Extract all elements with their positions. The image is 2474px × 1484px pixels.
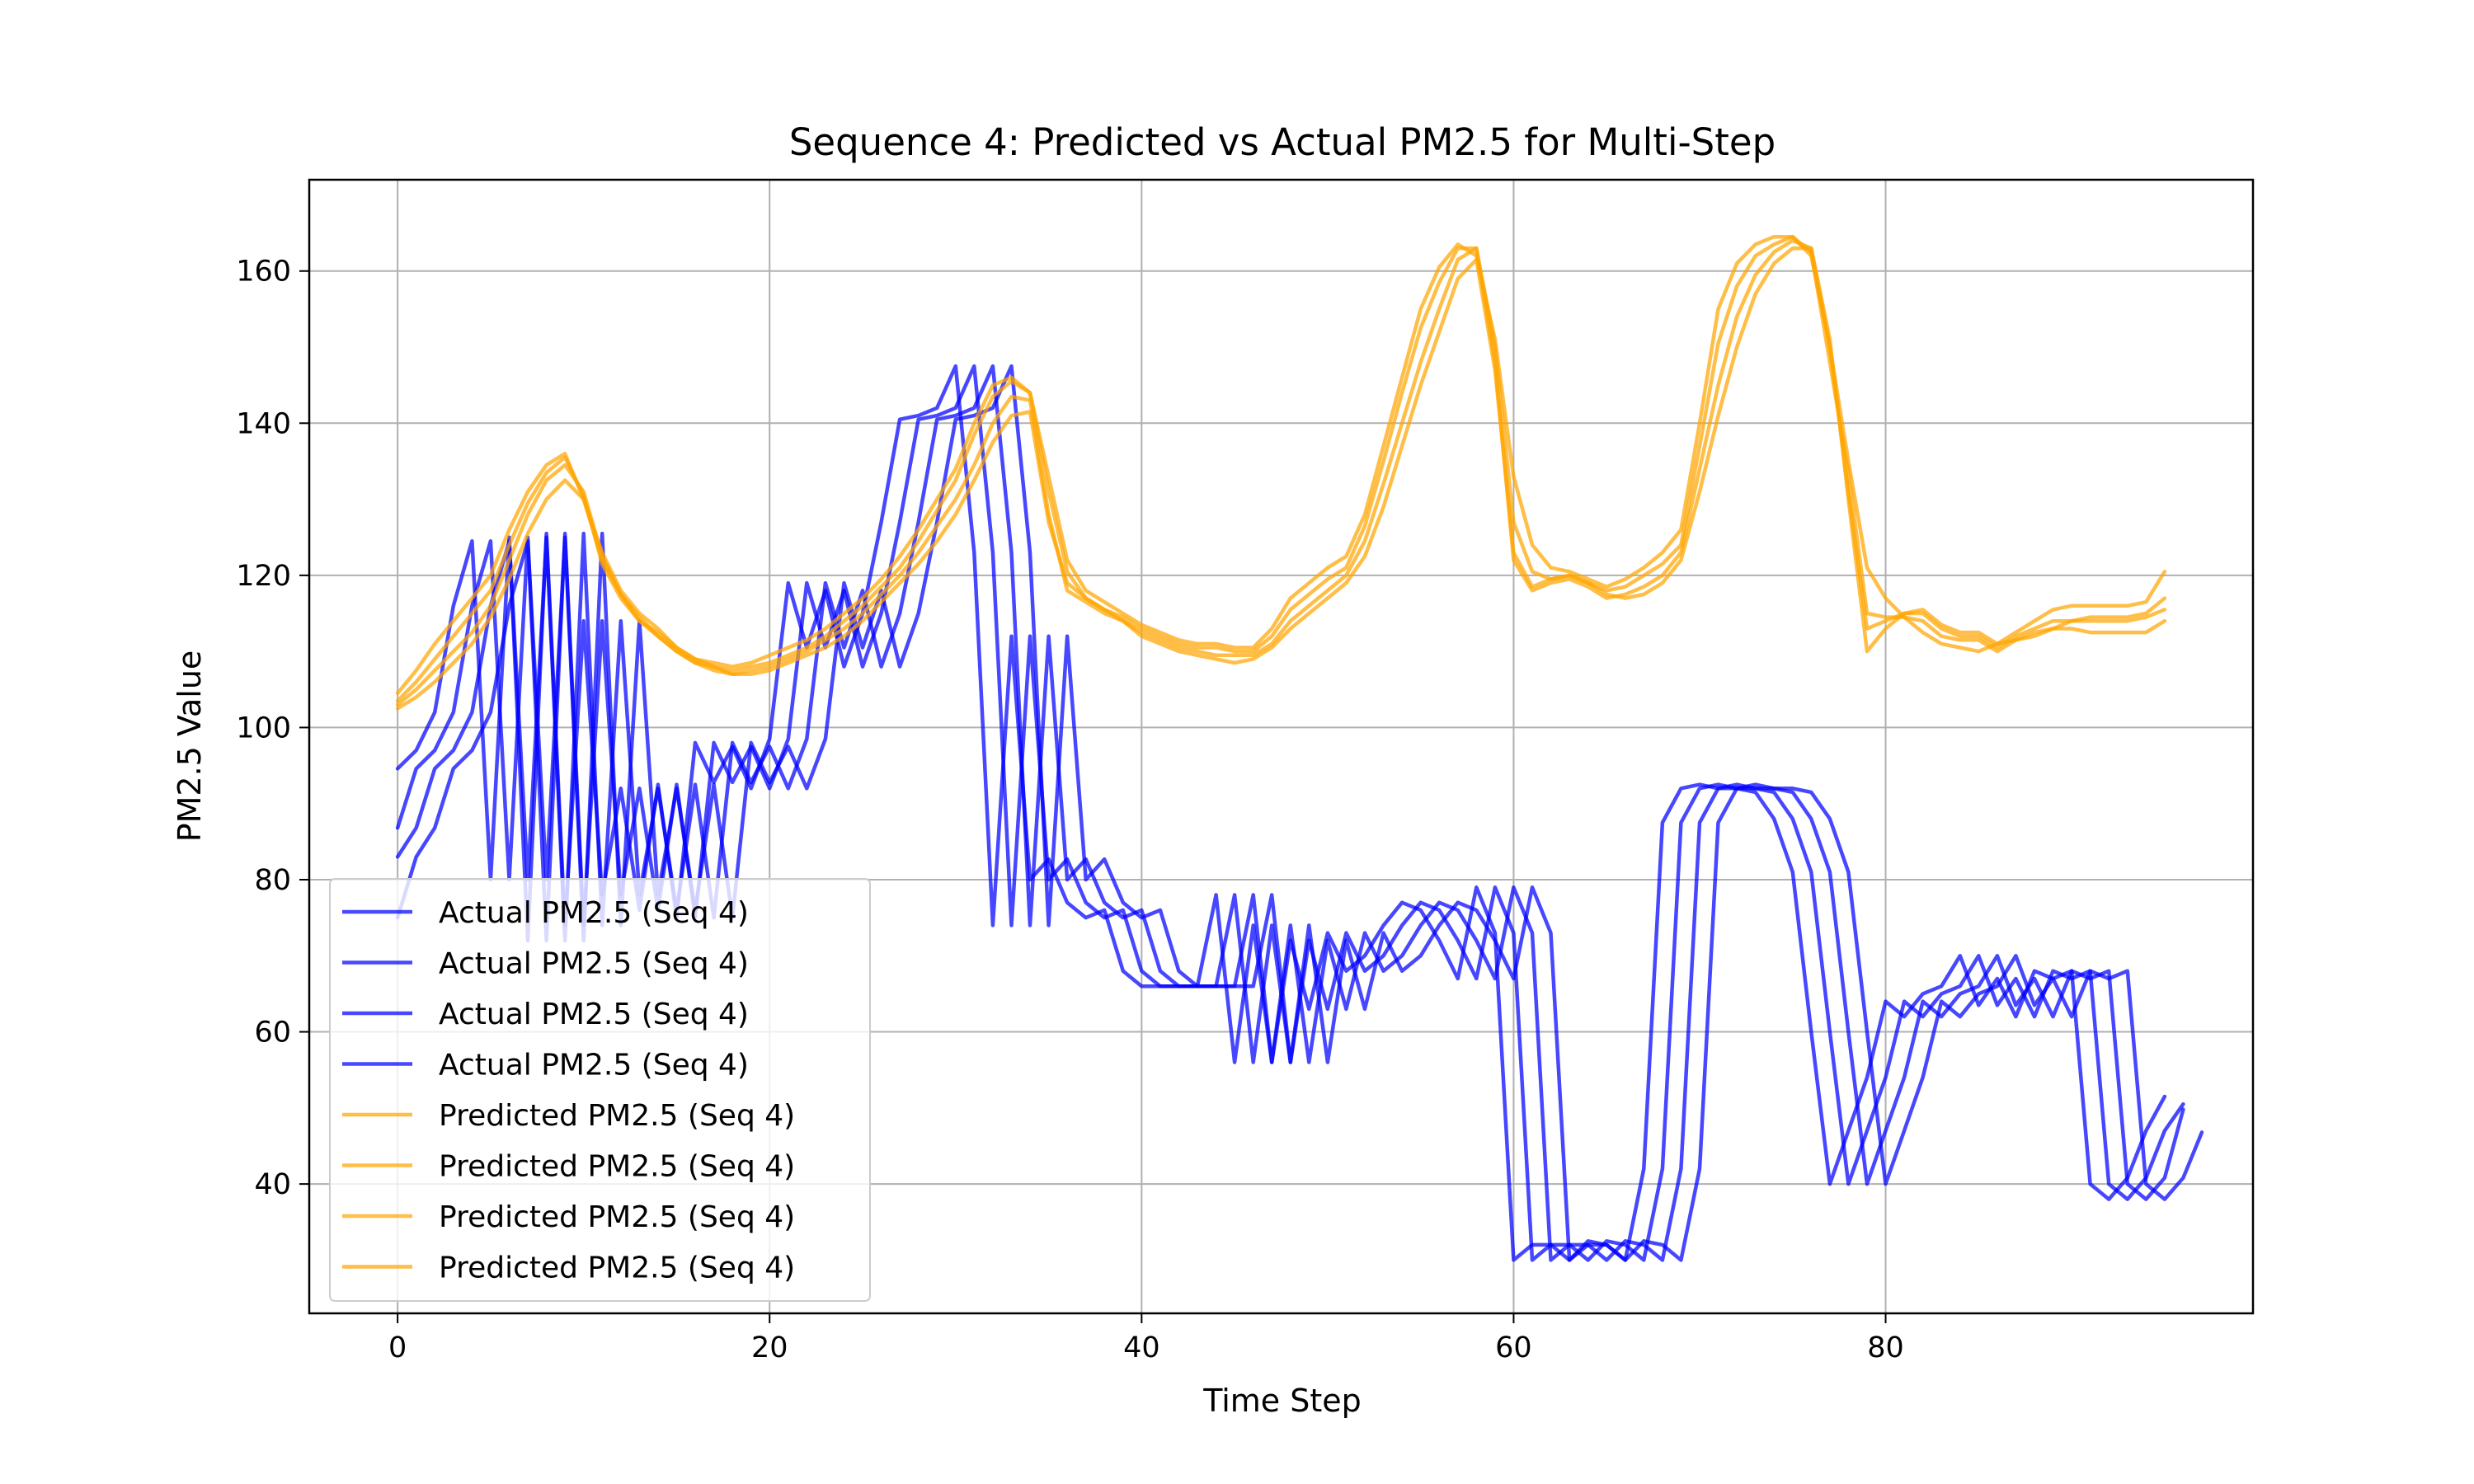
chart-title: Sequence 4: Predicted vs Actual PM2.5 fo… — [789, 120, 1776, 164]
y-tick-label: 80 — [254, 864, 291, 897]
y-tick-label: 40 — [254, 1168, 291, 1201]
x-tick-label: 0 — [388, 1331, 407, 1364]
plot-area-frame — [308, 178, 2255, 1315]
predicted-series-line-7 — [395, 238, 2167, 707]
x-tick-label: 20 — [751, 1331, 788, 1364]
x-tick-label: 80 — [1867, 1331, 1904, 1364]
predicted-series-line-8 — [395, 246, 2167, 711]
legend-label: Actual PM2.5 (Seq 4) — [439, 998, 749, 1031]
x-axis-label: Time Step — [1202, 1383, 1362, 1419]
legend-label: Actual PM2.5 (Seq 4) — [439, 947, 749, 981]
y-tick-label: 120 — [236, 560, 291, 593]
y-axis-label: PM2.5 Value — [172, 650, 208, 843]
legend-label: Actual PM2.5 (Seq 4) — [439, 896, 749, 930]
x-tick-label: 40 — [1123, 1331, 1160, 1364]
legend-label: Predicted PM2.5 (Seq 4) — [439, 1150, 795, 1184]
axis-ticks: 0 20 40 60 80 40 60 80 100 120 140 160 — [236, 256, 1904, 1364]
legend-label: Actual PM2.5 (Seq 4) — [439, 1049, 749, 1082]
legend-label: Predicted PM2.5 (Seq 4) — [439, 1252, 795, 1285]
y-tick-label: 140 — [236, 407, 291, 440]
y-tick-label: 160 — [236, 256, 291, 289]
y-tick-label: 60 — [254, 1017, 291, 1050]
legend-label: Predicted PM2.5 (Seq 4) — [439, 1200, 795, 1234]
legend: Actual PM2.5 (Seq 4) Actual PM2.5 (Seq 4)… — [329, 878, 871, 1302]
actual-series-line-3 — [395, 364, 2185, 1262]
legend-box — [329, 878, 871, 1302]
y-tick-label: 100 — [236, 711, 291, 744]
x-tick-label: 60 — [1495, 1331, 1532, 1364]
legend-label: Predicted PM2.5 (Seq 4) — [439, 1099, 795, 1133]
